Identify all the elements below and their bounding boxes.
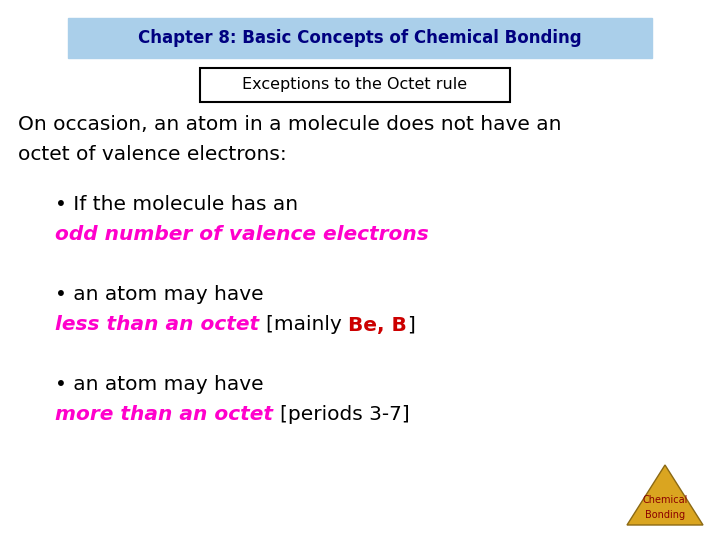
Text: Bonding: Bonding [645,510,685,520]
Text: On occasion, an atom in a molecule does not have an: On occasion, an atom in a molecule does … [18,116,562,134]
Text: Chapter 8: Basic Concepts of Chemical Bonding: Chapter 8: Basic Concepts of Chemical Bo… [138,29,582,47]
Text: • If the molecule has an: • If the molecule has an [55,195,298,214]
Bar [200,68,510,102]
Text: Be, B: Be, B [348,315,407,334]
Text: octet of valence electrons:: octet of valence electrons: [18,145,287,165]
Bar [68,18,652,58]
Text: more than an octet: more than an octet [55,406,280,424]
Text: odd number of valence electrons: odd number of valence electrons [55,226,428,245]
Text: Exceptions to the Octet rule: Exceptions to the Octet rule [243,78,467,92]
Text: • an atom may have: • an atom may have [55,286,264,305]
Polygon shape [627,465,703,525]
Text: Chemical: Chemical [642,495,688,505]
Text: [mainly: [mainly [266,315,348,334]
Text: [periods 3-7]: [periods 3-7] [280,406,410,424]
Text: ]: ] [407,315,415,334]
Text: • an atom may have: • an atom may have [55,375,264,395]
Text: less than an octet: less than an octet [55,315,266,334]
